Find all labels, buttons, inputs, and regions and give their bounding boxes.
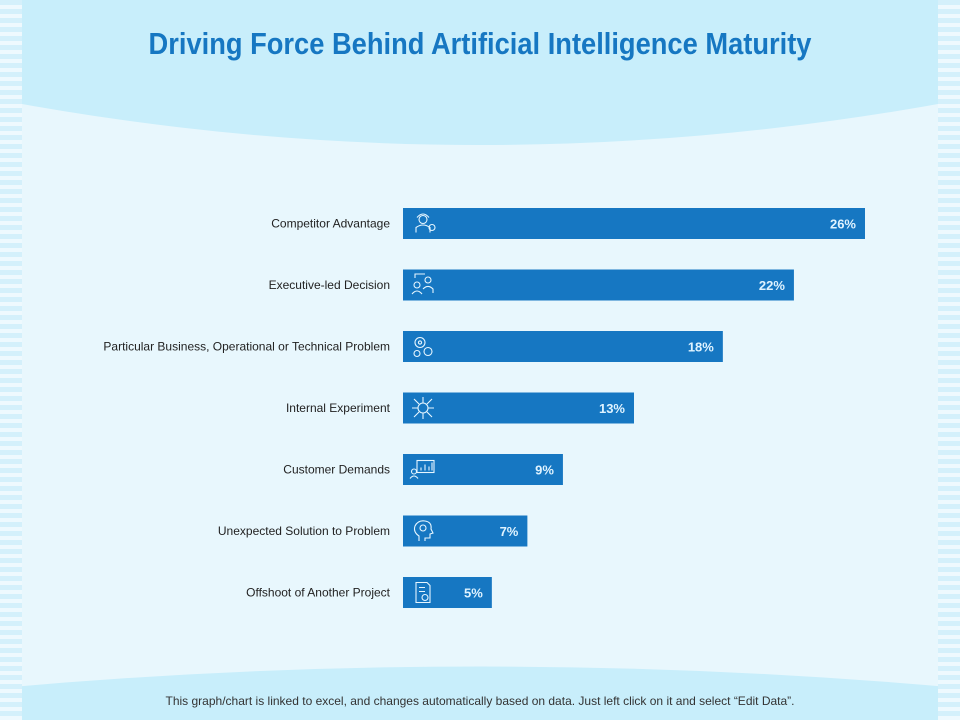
icon-connector xyxy=(414,273,425,278)
bar[interactable] xyxy=(403,208,865,239)
icon-gear-hub xyxy=(417,340,423,345)
icon-gear xyxy=(421,593,429,602)
icon-gear-small xyxy=(423,346,433,357)
data-label: 22% xyxy=(759,278,785,293)
category-label: Competitor Advantage xyxy=(271,217,390,231)
icon-presenter-body xyxy=(409,475,419,479)
icon-gear xyxy=(419,524,427,532)
circuit-chip-icon xyxy=(412,397,434,419)
document-gear-icon xyxy=(415,581,431,604)
icon-head xyxy=(418,214,428,225)
category-label: Unexpected Solution to Problem xyxy=(218,524,390,538)
right-stripe-pattern xyxy=(938,0,960,720)
bar[interactable] xyxy=(403,331,723,362)
category-label: Executive-led Decision xyxy=(269,278,390,292)
icon-body xyxy=(415,224,431,233)
icon-head-profile xyxy=(413,520,434,541)
icon-presenter-head xyxy=(410,468,418,475)
data-label: 13% xyxy=(599,401,625,416)
icon-gear-large xyxy=(414,336,426,349)
presentation-chart-icon xyxy=(409,459,435,479)
category-label: Particular Business, Operational or Tech… xyxy=(103,340,390,354)
footnote: This graph/chart is linked to excel, and… xyxy=(165,694,795,708)
icon-document xyxy=(415,581,431,604)
category-label: Offshoot of Another Project xyxy=(246,586,391,600)
icon-circuit-lines xyxy=(412,397,434,419)
data-label: 7% xyxy=(500,524,519,539)
icon-gear-tiny xyxy=(413,349,421,358)
data-label: 9% xyxy=(535,463,554,478)
data-label: 18% xyxy=(688,340,714,355)
bar[interactable] xyxy=(403,392,634,424)
bottom-wave xyxy=(0,666,960,720)
data-label: 5% xyxy=(464,586,483,601)
worker-gear-icon xyxy=(415,213,436,233)
bar[interactable] xyxy=(403,454,563,485)
bar[interactable] xyxy=(403,269,794,301)
head-gear-icon xyxy=(413,520,434,541)
icon-head-right xyxy=(424,276,432,284)
data-label: 26% xyxy=(830,217,856,232)
icon-head-left xyxy=(413,281,421,289)
icon-body-left xyxy=(411,290,423,295)
icon-doc-lines xyxy=(419,586,425,593)
top-wave xyxy=(0,0,960,145)
icon-bars xyxy=(420,462,433,471)
left-stripe-pattern xyxy=(0,0,22,720)
icon-body-right xyxy=(422,285,434,293)
icon-gear xyxy=(428,223,436,232)
category-label: Customer Demands xyxy=(283,463,390,477)
executive-team-icon xyxy=(411,273,434,295)
gears-icon xyxy=(413,336,433,358)
page-title: Driving Force Behind Artificial Intellig… xyxy=(148,26,812,61)
category-label: Internal Experiment xyxy=(286,401,391,415)
icon-board xyxy=(416,459,435,474)
icon-helmet xyxy=(416,213,430,218)
